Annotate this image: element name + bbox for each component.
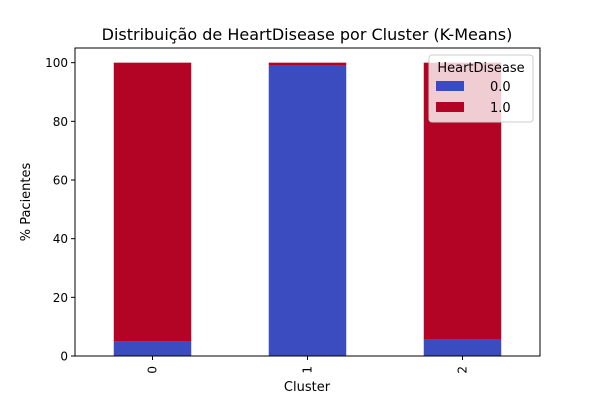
bar-cluster-0-hd-1.0 — [113, 62, 192, 342]
chart-title: Distribuição de HeartDisease por Cluster… — [102, 25, 513, 44]
legend-label: 0.0 — [490, 80, 511, 95]
x-tick-label: 2 — [456, 366, 470, 374]
y-axis-label: % Pacientes — [19, 162, 34, 241]
y-tick-label: 20 — [53, 291, 68, 305]
x-tick-label: 1 — [301, 366, 315, 374]
legend-label: 1.0 — [490, 101, 511, 116]
bar-cluster-2-hd-0.0 — [423, 338, 502, 356]
x-tick-label: 0 — [146, 366, 160, 374]
legend-swatch — [436, 81, 464, 91]
y-tick-label: 60 — [53, 174, 68, 188]
bar-cluster-1-hd-0.0 — [268, 65, 347, 356]
legend-swatch — [436, 102, 464, 112]
y-tick-label: 40 — [53, 232, 68, 246]
bar-cluster-0-hd-0.0 — [113, 341, 192, 356]
y-tick-label: 0 — [60, 350, 68, 364]
y-tick-label: 80 — [53, 115, 68, 129]
x-axis-label: Cluster — [284, 380, 331, 395]
legend: HeartDisease 0.0 1.0 — [428, 54, 534, 123]
y-tick-label: 100 — [45, 56, 68, 70]
legend-title: HeartDisease — [437, 61, 524, 76]
bar-cluster-1-hd-1.0 — [268, 62, 347, 66]
